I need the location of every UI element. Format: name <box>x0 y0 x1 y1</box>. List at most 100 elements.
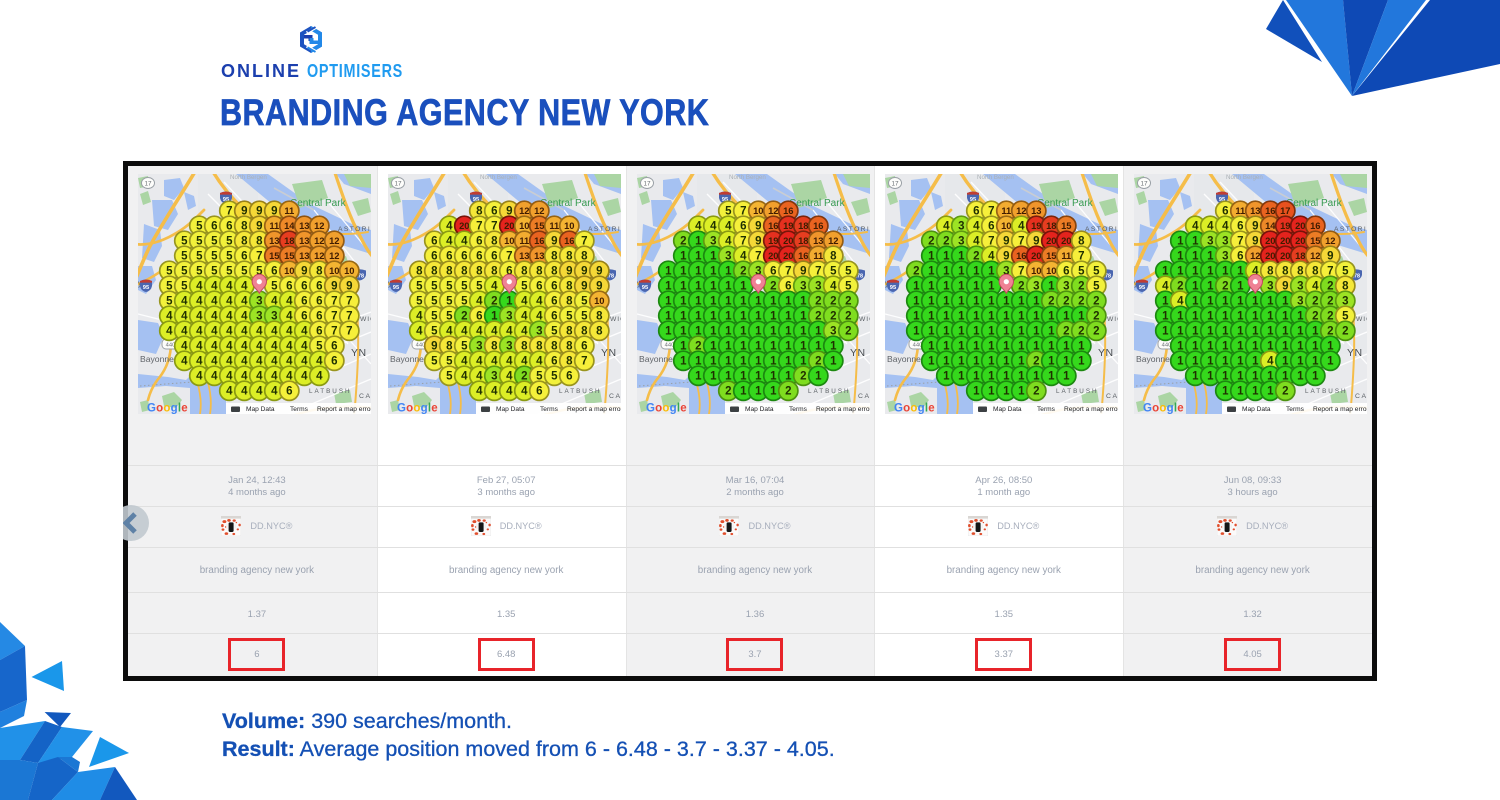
svg-text:2: 2 <box>521 371 527 383</box>
svg-text:1: 1 <box>800 311 807 323</box>
svg-text:1: 1 <box>740 296 747 308</box>
svg-text:1: 1 <box>1282 296 1289 308</box>
svg-text:3: 3 <box>1267 281 1273 293</box>
svg-text:6: 6 <box>551 296 557 308</box>
svg-text:6: 6 <box>785 281 791 293</box>
svg-text:3: 3 <box>725 251 731 263</box>
svg-text:8: 8 <box>596 311 603 323</box>
svg-text:5: 5 <box>226 236 233 248</box>
svg-text:6: 6 <box>1222 206 1228 218</box>
svg-text:6: 6 <box>431 236 437 248</box>
svg-text:5: 5 <box>241 266 248 278</box>
svg-text:1: 1 <box>755 356 762 368</box>
svg-text:4: 4 <box>226 326 233 338</box>
svg-text:1: 1 <box>665 281 672 293</box>
svg-text:1: 1 <box>1192 356 1199 368</box>
svg-text:10: 10 <box>1046 265 1056 276</box>
svg-text:1: 1 <box>1252 386 1259 398</box>
svg-text:1: 1 <box>1222 266 1229 278</box>
svg-text:1: 1 <box>1222 311 1229 323</box>
svg-text:1: 1 <box>1207 296 1214 308</box>
svg-text:4: 4 <box>301 326 308 338</box>
svg-text:1: 1 <box>1207 311 1214 323</box>
svg-text:5: 5 <box>211 266 218 278</box>
svg-text:4: 4 <box>301 371 308 383</box>
svg-text:1: 1 <box>913 311 920 323</box>
svg-text:5: 5 <box>446 371 453 383</box>
svg-text:4: 4 <box>211 281 218 293</box>
svg-text:20: 20 <box>1280 235 1290 246</box>
svg-text:7: 7 <box>755 251 761 263</box>
svg-text:4: 4 <box>271 356 278 368</box>
svg-text:9: 9 <box>800 266 806 278</box>
svg-text:9: 9 <box>755 221 761 233</box>
svg-text:4: 4 <box>491 386 498 398</box>
svg-text:2: 2 <box>1093 311 1099 323</box>
svg-text:1: 1 <box>1192 251 1199 263</box>
svg-text:4: 4 <box>1222 221 1229 233</box>
svg-text:4: 4 <box>740 251 747 263</box>
svg-text:1: 1 <box>928 326 935 338</box>
svg-text:5: 5 <box>725 206 732 218</box>
svg-text:20: 20 <box>783 250 793 261</box>
svg-text:8: 8 <box>416 266 423 278</box>
svg-text:1: 1 <box>943 266 950 278</box>
svg-text:6: 6 <box>476 236 482 248</box>
svg-text:8: 8 <box>830 251 837 263</box>
svg-text:8: 8 <box>461 266 468 278</box>
svg-text:1: 1 <box>830 341 837 353</box>
svg-text:1: 1 <box>785 341 792 353</box>
svg-text:2: 2 <box>1048 296 1054 308</box>
svg-text:1: 1 <box>1078 356 1085 368</box>
svg-text:1: 1 <box>1222 356 1229 368</box>
svg-text:3: 3 <box>506 311 512 323</box>
svg-text:1: 1 <box>1033 371 1040 383</box>
svg-text:1: 1 <box>680 341 687 353</box>
svg-text:5: 5 <box>461 281 468 293</box>
svg-text:4: 4 <box>536 296 543 308</box>
svg-text:1: 1 <box>506 296 513 308</box>
svg-text:8: 8 <box>596 326 603 338</box>
svg-text:3: 3 <box>1222 251 1228 263</box>
svg-text:5: 5 <box>316 341 323 353</box>
svg-text:1: 1 <box>988 386 995 398</box>
svg-text:2: 2 <box>815 296 821 308</box>
svg-text:8: 8 <box>446 341 453 353</box>
svg-text:8: 8 <box>551 251 558 263</box>
svg-text:1: 1 <box>1237 326 1244 338</box>
svg-text:1: 1 <box>943 296 950 308</box>
svg-text:3: 3 <box>1342 296 1348 308</box>
svg-text:1: 1 <box>1237 371 1244 383</box>
svg-text:6: 6 <box>1063 266 1069 278</box>
svg-text:1: 1 <box>958 296 965 308</box>
svg-text:7: 7 <box>581 356 587 368</box>
svg-text:4: 4 <box>1207 221 1214 233</box>
svg-text:5: 5 <box>196 266 203 278</box>
svg-text:1: 1 <box>725 341 732 353</box>
svg-text:5: 5 <box>581 296 588 308</box>
svg-text:7: 7 <box>988 206 994 218</box>
svg-text:1: 1 <box>755 386 762 398</box>
svg-text:1: 1 <box>710 296 717 308</box>
svg-text:1: 1 <box>1237 341 1244 353</box>
svg-text:1: 1 <box>913 281 920 293</box>
svg-text:16: 16 <box>783 205 793 216</box>
svg-text:2: 2 <box>913 266 919 278</box>
svg-text:4: 4 <box>988 251 995 263</box>
svg-text:1: 1 <box>770 386 777 398</box>
svg-text:1: 1 <box>1018 386 1025 398</box>
svg-text:8: 8 <box>566 326 573 338</box>
svg-text:5: 5 <box>446 296 453 308</box>
svg-text:1: 1 <box>1222 326 1229 338</box>
svg-text:16: 16 <box>798 250 808 261</box>
svg-text:1: 1 <box>740 311 747 323</box>
svg-text:6: 6 <box>536 386 542 398</box>
svg-text:6: 6 <box>316 326 322 338</box>
svg-text:7: 7 <box>740 236 746 248</box>
svg-text:20: 20 <box>783 235 793 246</box>
svg-text:5: 5 <box>196 236 203 248</box>
svg-text:4: 4 <box>286 296 293 308</box>
svg-text:1: 1 <box>973 296 980 308</box>
svg-text:6: 6 <box>476 251 482 263</box>
svg-text:1: 1 <box>1018 356 1025 368</box>
